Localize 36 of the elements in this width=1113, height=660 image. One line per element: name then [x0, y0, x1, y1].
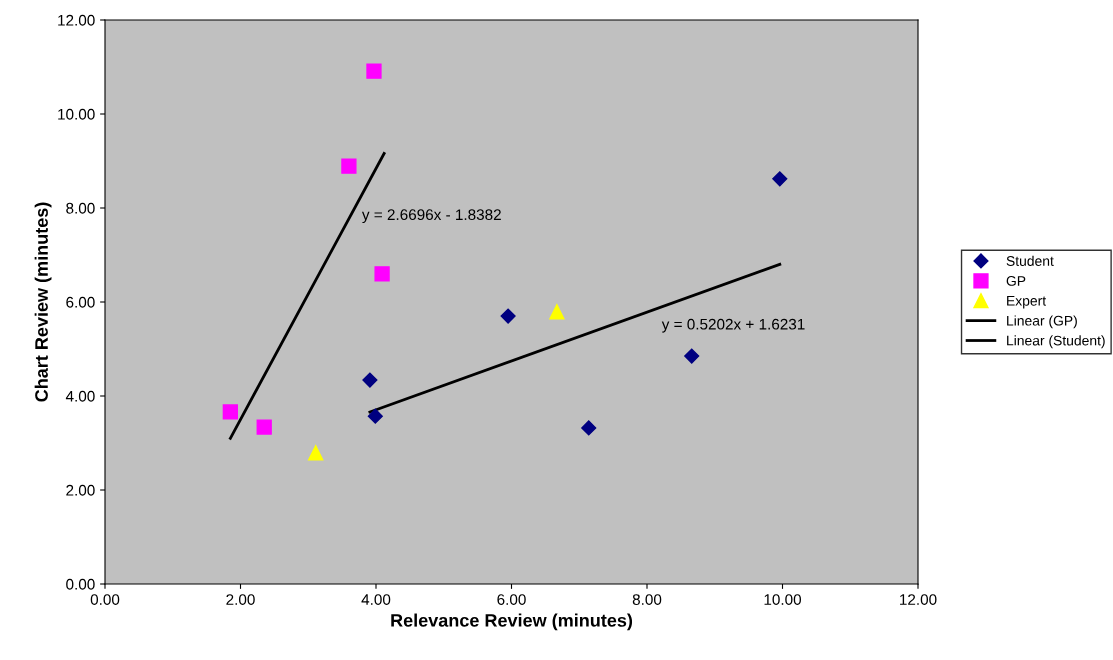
legend-label: Linear (GP) — [1007, 315, 1077, 329]
point — [581, 420, 597, 436]
point — [341, 158, 357, 174]
y-tick-label: 12.00 — [58, 14, 95, 26]
x-tick-label: 12.00 — [900, 594, 937, 605]
legend-label: Student — [1006, 255, 1054, 266]
x-tick-label: 0.00 — [90, 594, 120, 605]
point — [362, 372, 378, 388]
y-tick-label: 2.00 — [66, 484, 95, 496]
point — [367, 408, 383, 424]
y-tick-label: 10.00 — [58, 108, 95, 120]
point — [256, 419, 272, 435]
legend-label: Expert — [1007, 296, 1047, 309]
point — [308, 445, 324, 461]
y-tick-label: 6.00 — [66, 296, 95, 308]
x-axis-title: Relevance Review (minutes) — [391, 613, 633, 631]
x-tick-label: 6.00 — [497, 594, 526, 605]
x-tick-label: 8.00 — [632, 594, 662, 605]
x-tick-label: 4.00 — [361, 594, 391, 605]
y-tick-label: 8.00 — [66, 202, 95, 214]
point — [772, 171, 788, 187]
legend-label: Linear (Student) — [1007, 335, 1105, 349]
x-tick-label: 10.00 — [764, 594, 802, 605]
annotation: y = 2.6696x - 1.8382 — [361, 209, 501, 224]
point — [366, 63, 382, 79]
y-tick-label: 4.00 — [65, 390, 95, 402]
y-tick-label: 0.00 — [66, 578, 95, 590]
y-axis-title: Chart Review (minutes) — [34, 202, 52, 402]
annotation: y = 0.5202x + 1.6231 — [661, 318, 805, 333]
point — [374, 266, 390, 282]
x-tick-label: 2.00 — [226, 594, 255, 605]
point — [684, 348, 700, 364]
point — [222, 404, 238, 420]
point — [500, 308, 516, 324]
point — [549, 304, 565, 320]
legend-label: GP — [1006, 276, 1026, 286]
